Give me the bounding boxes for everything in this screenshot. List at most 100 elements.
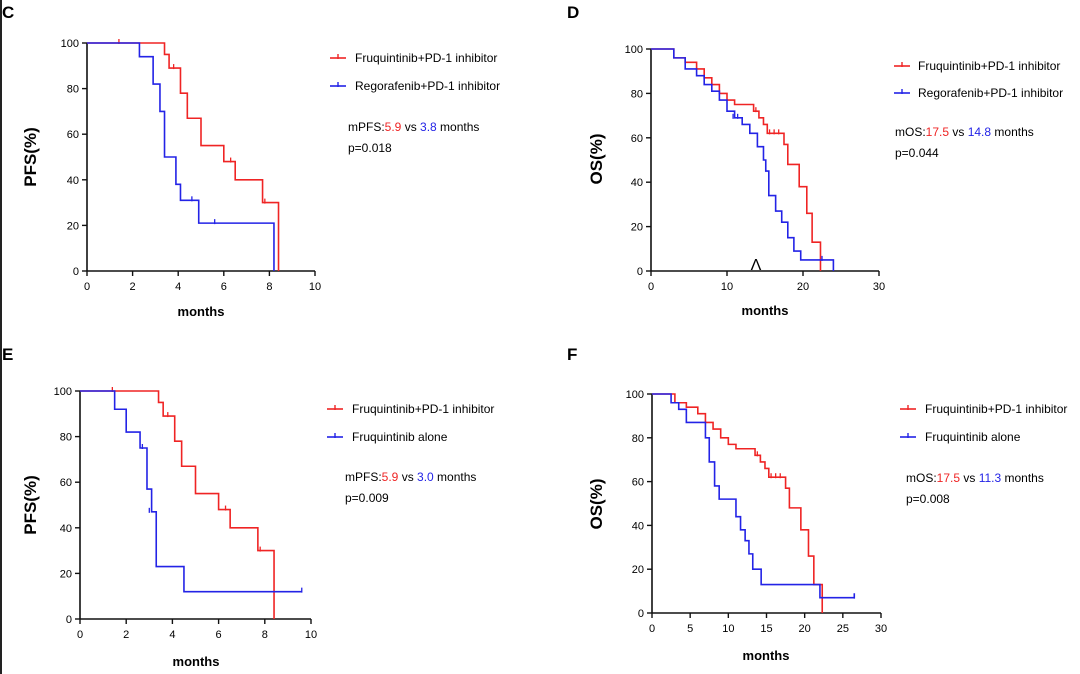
y-tick-label: 60: [60, 477, 72, 489]
panel-d: D 0 20 40 60 80 100 0 10 20 30 OS(%) months Fruquinti…: [567, 3, 1063, 318]
annotation-v1: 5.9: [385, 120, 402, 134]
annotation-vs: vs: [949, 125, 968, 139]
km-curve-1: [652, 393, 824, 613]
km-curve-1: [80, 390, 275, 619]
y-tick-label: 60: [632, 477, 644, 489]
km-curve-2: [652, 393, 856, 599]
x-tick-label: 25: [837, 623, 849, 635]
panel-letter: C: [2, 3, 14, 22]
annotation-vs: vs: [398, 470, 417, 484]
annotation-suffix: months: [1001, 471, 1044, 485]
x-tick-label: 15: [760, 623, 772, 635]
annotation-prefix: mPFS:: [345, 470, 382, 484]
x-tick-label: 6: [221, 281, 227, 293]
km-curve-2: [80, 390, 302, 593]
y-axis-label: PFS(%): [21, 127, 40, 187]
x-tick-label: 8: [266, 281, 272, 293]
annotation-v1: 17.5: [937, 471, 961, 485]
annotation-suffix: months: [991, 125, 1034, 139]
x-tick-label: 0: [84, 281, 90, 293]
p-value: p=0.044: [895, 146, 939, 160]
panel-f: F 0 20 40 60 80 100 0 5 10 15 20 25 30 OS(%) months Fruq…: [567, 345, 1067, 663]
y-axis-label: OS(%): [587, 479, 606, 530]
axis-marker-glyph: Λ: [751, 257, 762, 274]
x-axis-label: months: [742, 303, 789, 318]
left-border: [0, 0, 2, 674]
y-tick-label: 60: [67, 129, 79, 141]
y-tick-label: 100: [61, 38, 79, 50]
annotation-v1: 5.9: [382, 470, 399, 484]
x-tick-label: 10: [721, 281, 733, 293]
x-tick-label: 2: [130, 281, 136, 293]
km-curve-2: [651, 48, 835, 271]
legend-label: Fruquintinib+PD-1 inhibitor: [918, 59, 1060, 73]
x-tick-label: 30: [875, 623, 887, 635]
median-annotation: mPFS:5.9 vs 3.8 months: [348, 120, 479, 134]
y-tick-label: 40: [631, 177, 643, 189]
y-tick-label: 20: [632, 564, 644, 576]
legend-label: Fruquintinib alone: [352, 430, 448, 444]
panel-letter: D: [567, 3, 579, 22]
x-axis-label: months: [173, 654, 220, 669]
km-curve-2: [87, 42, 275, 271]
legend-label: Regorafenib+PD-1 inhibitor: [918, 86, 1063, 100]
y-tick-label: 20: [60, 568, 72, 580]
y-tick-label: 80: [632, 433, 644, 445]
y-tick-label: 20: [631, 222, 643, 234]
legend-label: Fruquintinib+PD-1 inhibitor: [352, 402, 494, 416]
km-curve-1: [87, 42, 280, 271]
y-tick-label: 80: [67, 84, 79, 96]
x-tick-label: 30: [873, 281, 885, 293]
annotation-vs: vs: [960, 471, 979, 485]
x-tick-label: 5: [687, 623, 693, 635]
p-value: p=0.018: [348, 141, 392, 155]
annotation-vs: vs: [401, 120, 420, 134]
y-tick-label: 0: [66, 614, 72, 626]
x-tick-label: 0: [77, 629, 83, 641]
panel-c: C 0 20 40 60 80 100 0 2 4 6 8 10 PFS(%) months Fruquint…: [2, 3, 500, 319]
annotation-v2: 14.8: [968, 125, 992, 139]
annotation-suffix: months: [437, 120, 480, 134]
annotation-prefix: mOS:: [895, 125, 926, 139]
median-annotation: mPFS:5.9 vs 3.0 months: [345, 470, 476, 484]
p-value: p=0.008: [906, 492, 950, 506]
y-tick-label: 0: [638, 608, 644, 620]
y-tick-label: 0: [637, 266, 643, 278]
annotation-v2: 3.8: [420, 120, 437, 134]
median-annotation: mOS:17.5 vs 11.3 months: [906, 471, 1044, 485]
y-axis-label: PFS(%): [21, 475, 40, 535]
x-tick-label: 6: [216, 629, 222, 641]
y-tick-label: 100: [625, 44, 643, 56]
x-tick-label: 10: [309, 281, 321, 293]
y-tick-label: 80: [631, 88, 643, 100]
y-tick-label: 80: [60, 432, 72, 444]
annotation-v2: 3.0: [417, 470, 434, 484]
y-tick-label: 40: [67, 175, 79, 187]
annotation-prefix: mOS:: [906, 471, 937, 485]
panel-letter: E: [2, 345, 13, 364]
y-tick-label: 100: [54, 386, 72, 398]
x-axis-label: months: [178, 304, 225, 319]
x-tick-label: 10: [722, 623, 734, 635]
legend-label: Regorafenib+PD-1 inhibitor: [355, 79, 500, 93]
x-axis-label: months: [743, 648, 790, 663]
y-tick-label: 40: [60, 523, 72, 535]
x-tick-label: 10: [305, 629, 317, 641]
x-tick-label: 4: [175, 281, 181, 293]
legend-label: Fruquintinib alone: [925, 430, 1021, 444]
y-tick-label: 40: [632, 520, 644, 532]
km-curve-1: [651, 48, 822, 271]
annotation-v1: 17.5: [926, 125, 950, 139]
x-tick-label: 0: [649, 623, 655, 635]
x-tick-label: 4: [169, 629, 175, 641]
y-tick-label: 20: [67, 220, 79, 232]
x-tick-label: 0: [648, 281, 654, 293]
y-tick-label: 0: [73, 266, 79, 278]
y-tick-label: 100: [626, 389, 644, 401]
y-axis-label: OS(%): [587, 134, 606, 185]
annotation-v2: 11.3: [979, 471, 1002, 485]
legend-label: Fruquintinib+PD-1 inhibitor: [925, 402, 1067, 416]
y-tick-label: 60: [631, 133, 643, 145]
median-annotation: mOS:17.5 vs 14.8 months: [895, 125, 1034, 139]
